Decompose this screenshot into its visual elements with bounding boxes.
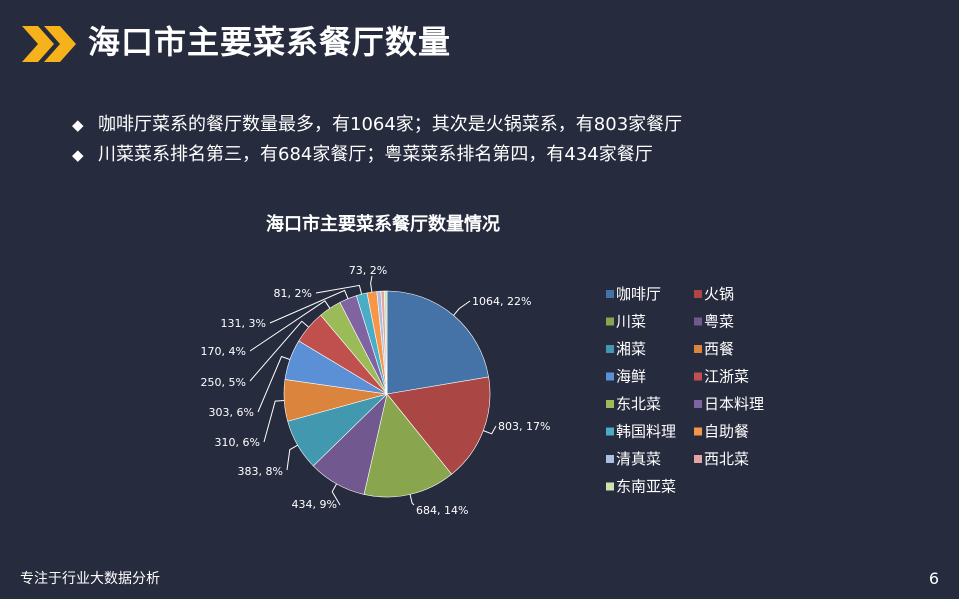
legend-label-1: 咖啡厅 [616,285,661,303]
legend-label-8: 江浙菜 [704,368,749,386]
legend-swatch-5 [606,345,614,353]
legend-label-11: 韩国料理 [616,423,676,441]
pie-slice-3 [363,393,453,498]
header-chevron-icon [22,26,76,62]
legend-label-4: 粤菜 [704,313,734,331]
pie-slices [283,290,491,498]
data-label-10: 131, 3% [221,317,266,330]
legend-swatch-2 [694,290,702,298]
legend-swatch-3 [606,317,614,326]
footer-tagline: 专注于行业大数据分析 [20,571,160,587]
legend-swatch-6 [694,345,702,353]
legend-label-5: 湘菜 [616,340,646,358]
legend-label-7: 海鲜 [616,368,646,386]
legend-swatch-14 [694,455,702,463]
legend-swatch-8 [694,372,702,381]
leader-line-5 [286,444,298,471]
bullet-item: ◆ 川菜菜系排名第三，有684家餐厅；粤菜菜系排名第四，有434家餐厅 [72,140,682,170]
data-label-7: 303, 6% [209,406,254,419]
pie-chart: 海口市主要菜系餐厅数量情况 1064, 22% 803, 17% 684, 14% 4… [201,213,764,517]
data-label-12: 73, 2% [349,264,387,277]
bullet-item: ◆ 咖啡厅菜系的餐厅数量最多，有1064家；其次是火锅菜系，有803家餐厅 [72,110,682,140]
data-label-2: 803, 17% [498,420,550,433]
leader-line-9 [249,300,331,352]
label-leaders [249,275,497,506]
legend-label-13: 清真菜 [616,450,661,468]
data-label-4: 434, 9% [292,498,337,511]
bullet-list: ◆ 咖啡厅菜系的餐厅数量最多，有1064家；其次是火锅菜系，有803家餐厅 ◆ … [72,110,682,170]
leader-line-4 [331,483,341,506]
data-label-3: 684, 14% [416,504,468,517]
legend-swatch-15 [606,482,614,491]
legend-swatch-12 [694,427,702,436]
legend-label-14: 西北菜 [704,450,749,468]
legend-swatch-7 [606,372,614,381]
data-label-6: 310, 6% [215,436,260,449]
legend-label-10: 日本料理 [704,395,764,413]
leader-line-7 [257,355,291,413]
data-label-11: 81, 2% [274,287,312,300]
bullet-text: 川菜菜系排名第三，有684家餐厅；粤菜菜系排名第四，有434家餐厅 [98,144,653,165]
legend-label-15: 东南亚菜 [616,478,676,496]
legend-label-6: 西餐 [704,340,734,358]
data-label-9: 170, 4% [201,345,246,358]
legend-label-2: 火锅 [704,285,734,303]
data-label-1: 1064, 22% [472,295,531,308]
legend-swatch-4 [694,317,702,326]
legend-swatch-13 [606,455,614,463]
legend-label-9: 东北菜 [616,395,661,413]
leader-line-2 [483,425,497,435]
pie-slice-2 [386,376,491,475]
leader-line-3 [409,494,415,506]
data-labels: 1064, 22% 803, 17% 684, 14% 434, 9% 383, 8% 3… [201,264,551,517]
legend-swatch-1 [606,290,614,298]
page-title: 海口市主要菜系餐厅数量 [88,23,452,61]
legend-label-3: 川菜 [616,313,646,331]
leader-line-8 [249,320,309,382]
pie-slice-15 [383,290,388,395]
page-number: 6 [928,569,939,588]
bullet-text: 咖啡厅菜系的餐厅数量最多，有1064家；其次是火锅菜系，有803家餐厅 [98,114,683,135]
diamond-bullet-icon: ◆ [72,116,84,134]
leader-line-10 [269,289,349,324]
leader-line-1 [453,300,471,316]
leader-line-6 [263,400,285,443]
legend-swatch-10 [694,400,702,408]
legend-swatch-11 [606,427,614,436]
legend-label-12: 自助餐 [704,423,749,441]
chart-title: 海口市主要菜系餐厅数量情况 [266,213,500,235]
data-label-5: 383, 8% [238,465,283,478]
leader-line-12 [370,275,373,293]
data-label-8: 250, 5% [201,376,246,389]
legend-swatch-9 [606,400,614,408]
leader-line-11 [315,284,363,295]
diamond-bullet-icon: ◆ [72,146,84,164]
